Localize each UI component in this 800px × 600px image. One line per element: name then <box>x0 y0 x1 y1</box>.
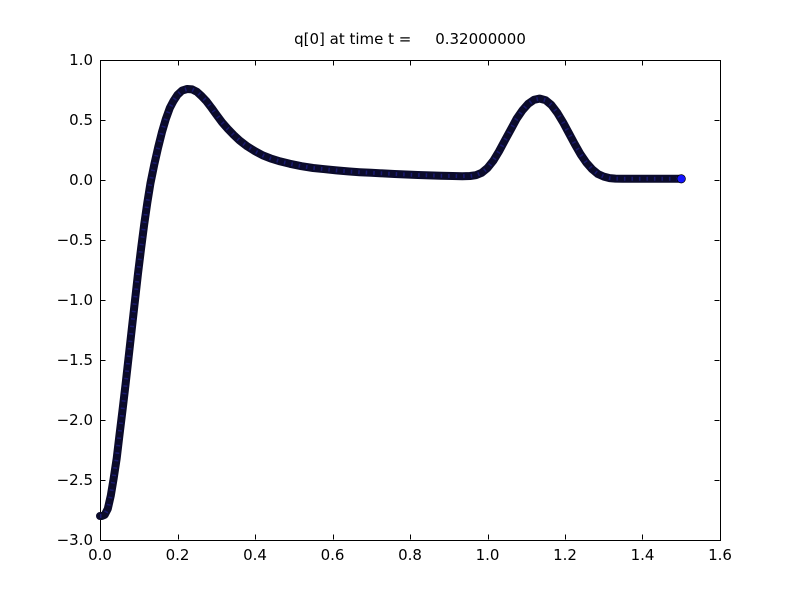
x-tick-label: 0.6 <box>321 546 345 564</box>
q0-curve-marker-flecks <box>99 87 682 518</box>
axes-frame <box>100 60 721 541</box>
y-tick-label: −1.5 <box>57 351 93 369</box>
x-tick-label: 1.2 <box>553 546 577 564</box>
y-tick-label: 0.5 <box>69 111 93 129</box>
x-tick-label: 1.6 <box>708 546 732 564</box>
y-tick-label: −3.0 <box>57 531 93 549</box>
y-tick-label: 1.0 <box>69 51 93 69</box>
x-tick-label: 1.4 <box>631 546 655 564</box>
y-tick-label: −0.5 <box>57 231 93 249</box>
plot-title: q[0] at time t = 0.32000000 <box>294 30 526 48</box>
y-tick-label: −2.0 <box>57 411 93 429</box>
q0-curve-band <box>96 85 686 520</box>
x-tick-label: 0.8 <box>398 546 422 564</box>
y-tick-label: −1.0 <box>57 291 93 309</box>
y-tick-label: −2.5 <box>57 471 93 489</box>
x-tick-label: 0.0 <box>88 546 112 564</box>
x-tick-label: 0.2 <box>166 546 190 564</box>
y-tick-label: 0.0 <box>69 171 93 189</box>
last-point-marker <box>676 174 686 184</box>
x-tick-label: 0.4 <box>243 546 267 564</box>
x-tick-label: 1.0 <box>476 546 500 564</box>
